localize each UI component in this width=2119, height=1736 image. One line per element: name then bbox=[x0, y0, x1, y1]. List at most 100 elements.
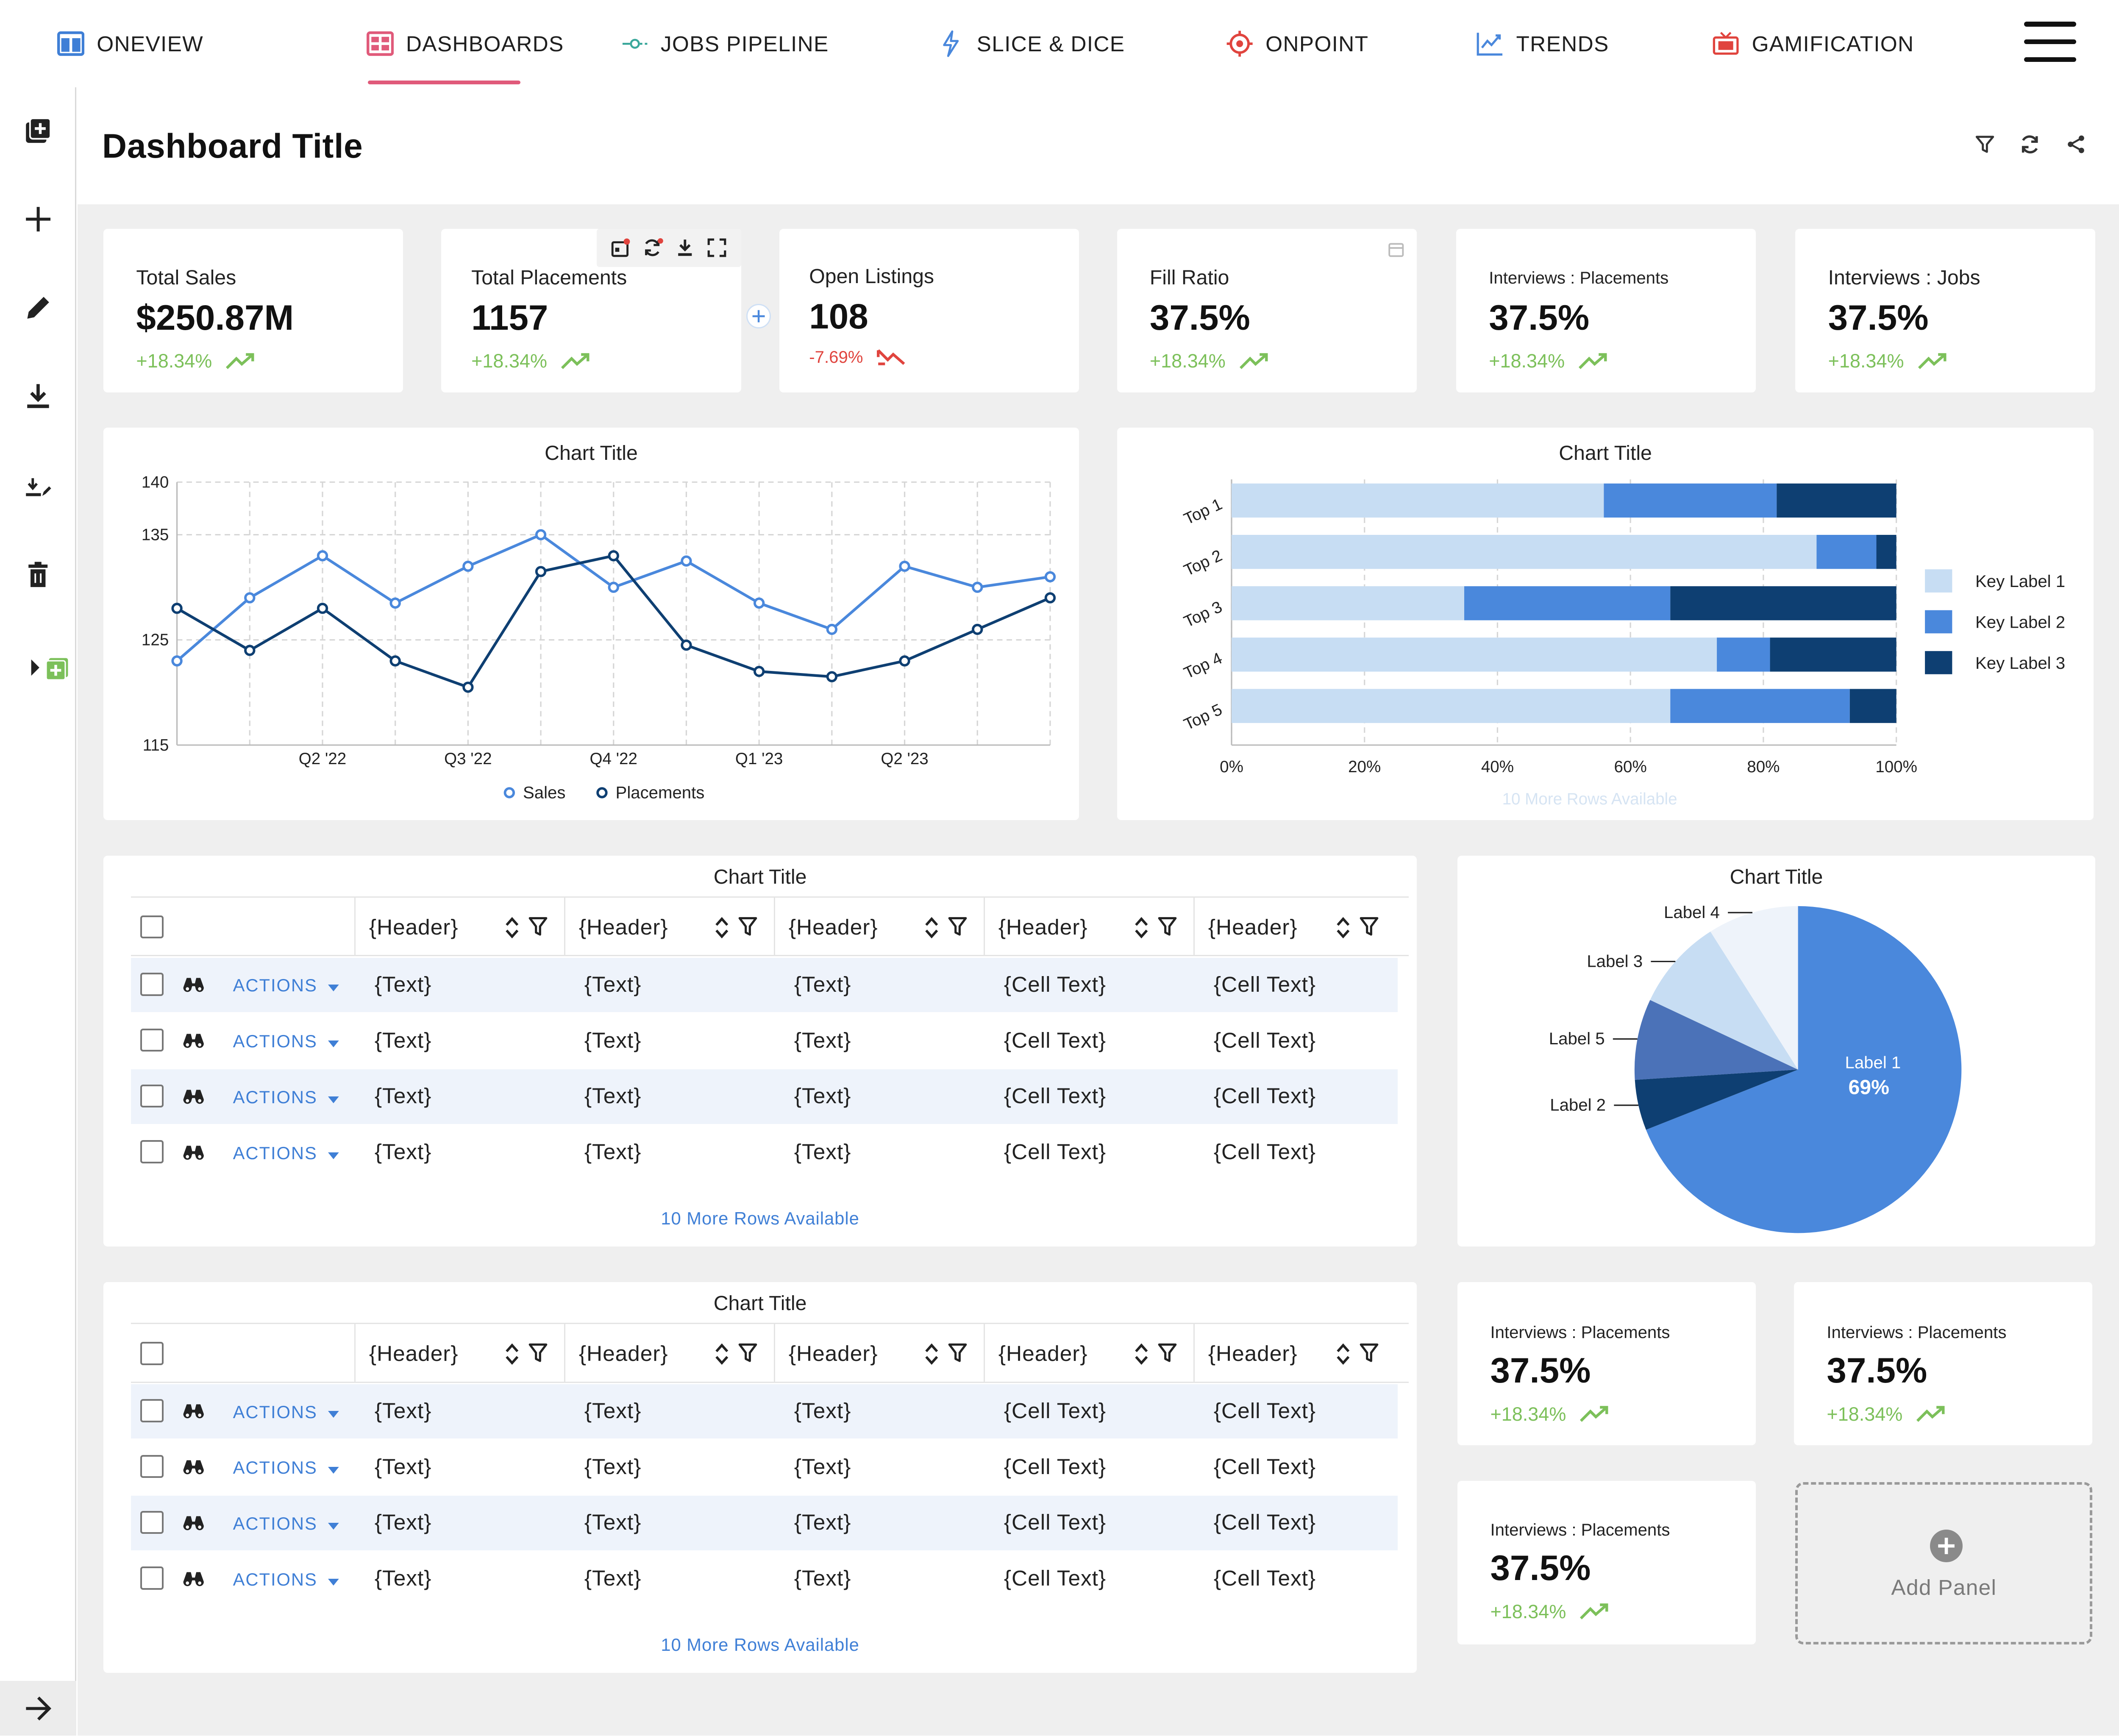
filter-icon[interactable] bbox=[1360, 915, 1379, 937]
kpi-card-interviews-placements[interactable]: Interviews : Placements 37.5% +18.34% bbox=[1456, 229, 1756, 392]
row-checkbox[interactable] bbox=[140, 1084, 164, 1108]
table-row[interactable]: ACTIONS {Text} {Text} {Text} {Cell Text} {Cel… bbox=[131, 1384, 1398, 1439]
row-checkbox[interactable] bbox=[140, 972, 164, 996]
actions-dropdown[interactable]: ACTIONS bbox=[233, 1402, 339, 1422]
nav-onpoint[interactable]: ONPOINT bbox=[1226, 27, 1368, 60]
plus-icon[interactable] bbox=[22, 203, 54, 236]
kpi-card-interviews-jobs[interactable]: Interviews : Jobs 37.5% +18.34% bbox=[1795, 229, 2095, 392]
sort-icon[interactable] bbox=[714, 915, 730, 940]
table-row[interactable]: ACTIONS {Text} {Text} {Text} {Cell Text} {Cel… bbox=[131, 957, 1398, 1013]
sort-icon[interactable] bbox=[1133, 915, 1150, 940]
nav-oneview[interactable]: ONEVIEW bbox=[57, 27, 203, 60]
filter-icon[interactable] bbox=[528, 915, 548, 937]
table-row[interactable]: ACTIONS {Text} {Text} {Text} {Cell Text} {Cel… bbox=[131, 1069, 1398, 1124]
filter-icon[interactable] bbox=[1972, 132, 1997, 157]
binoculars-icon[interactable] bbox=[183, 1142, 204, 1163]
add-copy-icon[interactable] bbox=[22, 114, 54, 147]
more-rows-link[interactable]: 10 More Rows Available bbox=[661, 1208, 859, 1229]
row-checkbox[interactable] bbox=[140, 1511, 164, 1534]
expand-add-icon[interactable] bbox=[27, 651, 71, 684]
select-all-checkbox[interactable] bbox=[140, 1341, 164, 1365]
table-row[interactable]: ACTIONS {Text} {Text} {Text} {Cell Text} {Cel… bbox=[131, 1125, 1398, 1180]
refresh-icon[interactable] bbox=[2017, 132, 2042, 157]
binoculars-icon[interactable] bbox=[183, 1512, 204, 1534]
nav-trends[interactable]: TRENDS bbox=[1477, 27, 1609, 60]
filter-icon[interactable] bbox=[1158, 1342, 1177, 1363]
column-header[interactable]: {Header} bbox=[983, 1324, 1193, 1383]
filter-icon[interactable] bbox=[948, 1342, 967, 1363]
calendar-alert-icon[interactable] bbox=[610, 237, 631, 259]
kpi-card-fill-ratio[interactable]: Fill Ratio 37.5% +18.34% bbox=[1117, 229, 1417, 392]
nav-slice-dice[interactable]: SLICE & DICE bbox=[937, 27, 1125, 60]
column-header[interactable]: {Header} bbox=[564, 1324, 774, 1383]
actions-dropdown[interactable]: ACTIONS bbox=[233, 1569, 339, 1590]
sort-icon[interactable] bbox=[1335, 1342, 1351, 1366]
bar-chart-card[interactable]: Chart Title 0% 20% 40% 60% 80% 100% Top 1 Top 2… bbox=[1117, 428, 2094, 820]
column-header[interactable]: {Header} bbox=[773, 898, 984, 957]
actions-dropdown[interactable]: ACTIONS bbox=[233, 975, 339, 996]
table-row[interactable]: ACTIONS {Text} {Text} {Text} {Cell Text} {Cel… bbox=[131, 1440, 1398, 1495]
nav-dashboards[interactable]: DASHBOARDS bbox=[366, 27, 564, 60]
hamburger-menu-icon[interactable] bbox=[2024, 22, 2079, 62]
table-row[interactable]: ACTIONS {Text} {Text} {Text} {Cell Text} {Cel… bbox=[131, 1496, 1398, 1550]
kpi-card-bottom-1[interactable]: Interviews : Placements 37.5% +18.34% bbox=[1457, 1282, 1756, 1446]
kpi-card-bottom-2[interactable]: Interviews : Placements 37.5% +18.34% bbox=[1794, 1282, 2093, 1446]
nav-jobs-pipeline[interactable]: JOBS PIPELINE bbox=[621, 27, 829, 60]
table-row[interactable]: ACTIONS {Text} {Text} {Text} {Cell Text} {Cel… bbox=[131, 1552, 1398, 1606]
download-edit-icon[interactable] bbox=[22, 471, 54, 504]
trash-icon[interactable] bbox=[22, 559, 54, 591]
calendar-icon[interactable] bbox=[1388, 241, 1404, 258]
sort-icon[interactable] bbox=[504, 1342, 520, 1366]
pencil-icon[interactable] bbox=[22, 292, 54, 324]
sort-icon[interactable] bbox=[1335, 915, 1351, 940]
pie-chart-card[interactable]: Chart Title Label 1 69% Label 2 Label 5 Labe… bbox=[1457, 855, 2095, 1247]
filter-icon[interactable] bbox=[738, 1342, 757, 1363]
column-header[interactable]: {Header} bbox=[1193, 1324, 1395, 1383]
actions-dropdown[interactable]: ACTIONS bbox=[233, 1513, 339, 1534]
download-icon[interactable] bbox=[22, 380, 54, 413]
nav-gamification[interactable]: GAMIFICATION bbox=[1712, 27, 1914, 60]
row-checkbox[interactable] bbox=[140, 1455, 164, 1478]
filter-icon[interactable] bbox=[1158, 915, 1177, 937]
sort-icon[interactable] bbox=[504, 915, 520, 940]
column-header[interactable]: {Header} bbox=[773, 1324, 984, 1383]
fullscreen-icon[interactable] bbox=[706, 237, 728, 259]
row-checkbox[interactable] bbox=[140, 1566, 164, 1590]
sort-icon[interactable] bbox=[1133, 1342, 1150, 1366]
row-checkbox[interactable] bbox=[140, 1140, 164, 1163]
kpi-card-total-sales[interactable]: Total Sales $250.87M +18.34% bbox=[103, 229, 403, 392]
sort-icon[interactable] bbox=[714, 1342, 730, 1366]
column-header[interactable]: {Header} bbox=[1193, 898, 1395, 957]
filter-icon[interactable] bbox=[528, 1342, 548, 1363]
table-row[interactable]: ACTIONS {Text} {Text} {Text} {Cell Text} {Cel… bbox=[131, 1013, 1398, 1068]
binoculars-icon[interactable] bbox=[183, 1568, 204, 1590]
sort-icon[interactable] bbox=[923, 915, 940, 940]
refresh-alert-icon[interactable] bbox=[642, 237, 664, 259]
add-card-between-button[interactable] bbox=[746, 303, 771, 328]
column-header[interactable]: {Header} bbox=[983, 898, 1193, 957]
more-rows-link[interactable]: 10 More Rows Available bbox=[661, 1635, 859, 1655]
actions-dropdown[interactable]: ACTIONS bbox=[233, 1458, 339, 1478]
column-header[interactable]: {Header} bbox=[354, 1324, 564, 1383]
sort-icon[interactable] bbox=[923, 1342, 940, 1366]
binoculars-icon[interactable] bbox=[183, 1456, 204, 1478]
collapse-rail-button[interactable] bbox=[0, 1681, 76, 1736]
binoculars-icon[interactable] bbox=[183, 1030, 204, 1052]
row-checkbox[interactable] bbox=[140, 1028, 164, 1052]
actions-dropdown[interactable]: ACTIONS bbox=[233, 1031, 339, 1052]
row-checkbox[interactable] bbox=[140, 1399, 164, 1422]
filter-icon[interactable] bbox=[948, 915, 967, 937]
kpi-card-open-listings[interactable]: Open Listings 108 -7.69% bbox=[779, 229, 1079, 392]
binoculars-icon[interactable] bbox=[183, 974, 204, 996]
binoculars-icon[interactable] bbox=[183, 1400, 204, 1422]
filter-icon[interactable] bbox=[738, 915, 757, 937]
filter-icon[interactable] bbox=[1360, 1342, 1379, 1363]
actions-dropdown[interactable]: ACTIONS bbox=[233, 1143, 339, 1163]
line-chart-card[interactable]: Chart Title 115 125 135 140 Q2 '22 Q3 '22 Q4 '… bbox=[103, 428, 1079, 820]
binoculars-icon[interactable] bbox=[183, 1086, 204, 1107]
select-all-checkbox[interactable] bbox=[140, 915, 164, 939]
download-icon[interactable] bbox=[674, 237, 695, 259]
column-header[interactable]: {Header} bbox=[564, 898, 774, 957]
kpi-card-bottom-3[interactable]: Interviews : Placements 37.5% +18.34% bbox=[1457, 1480, 1756, 1644]
actions-dropdown[interactable]: ACTIONS bbox=[233, 1087, 339, 1107]
